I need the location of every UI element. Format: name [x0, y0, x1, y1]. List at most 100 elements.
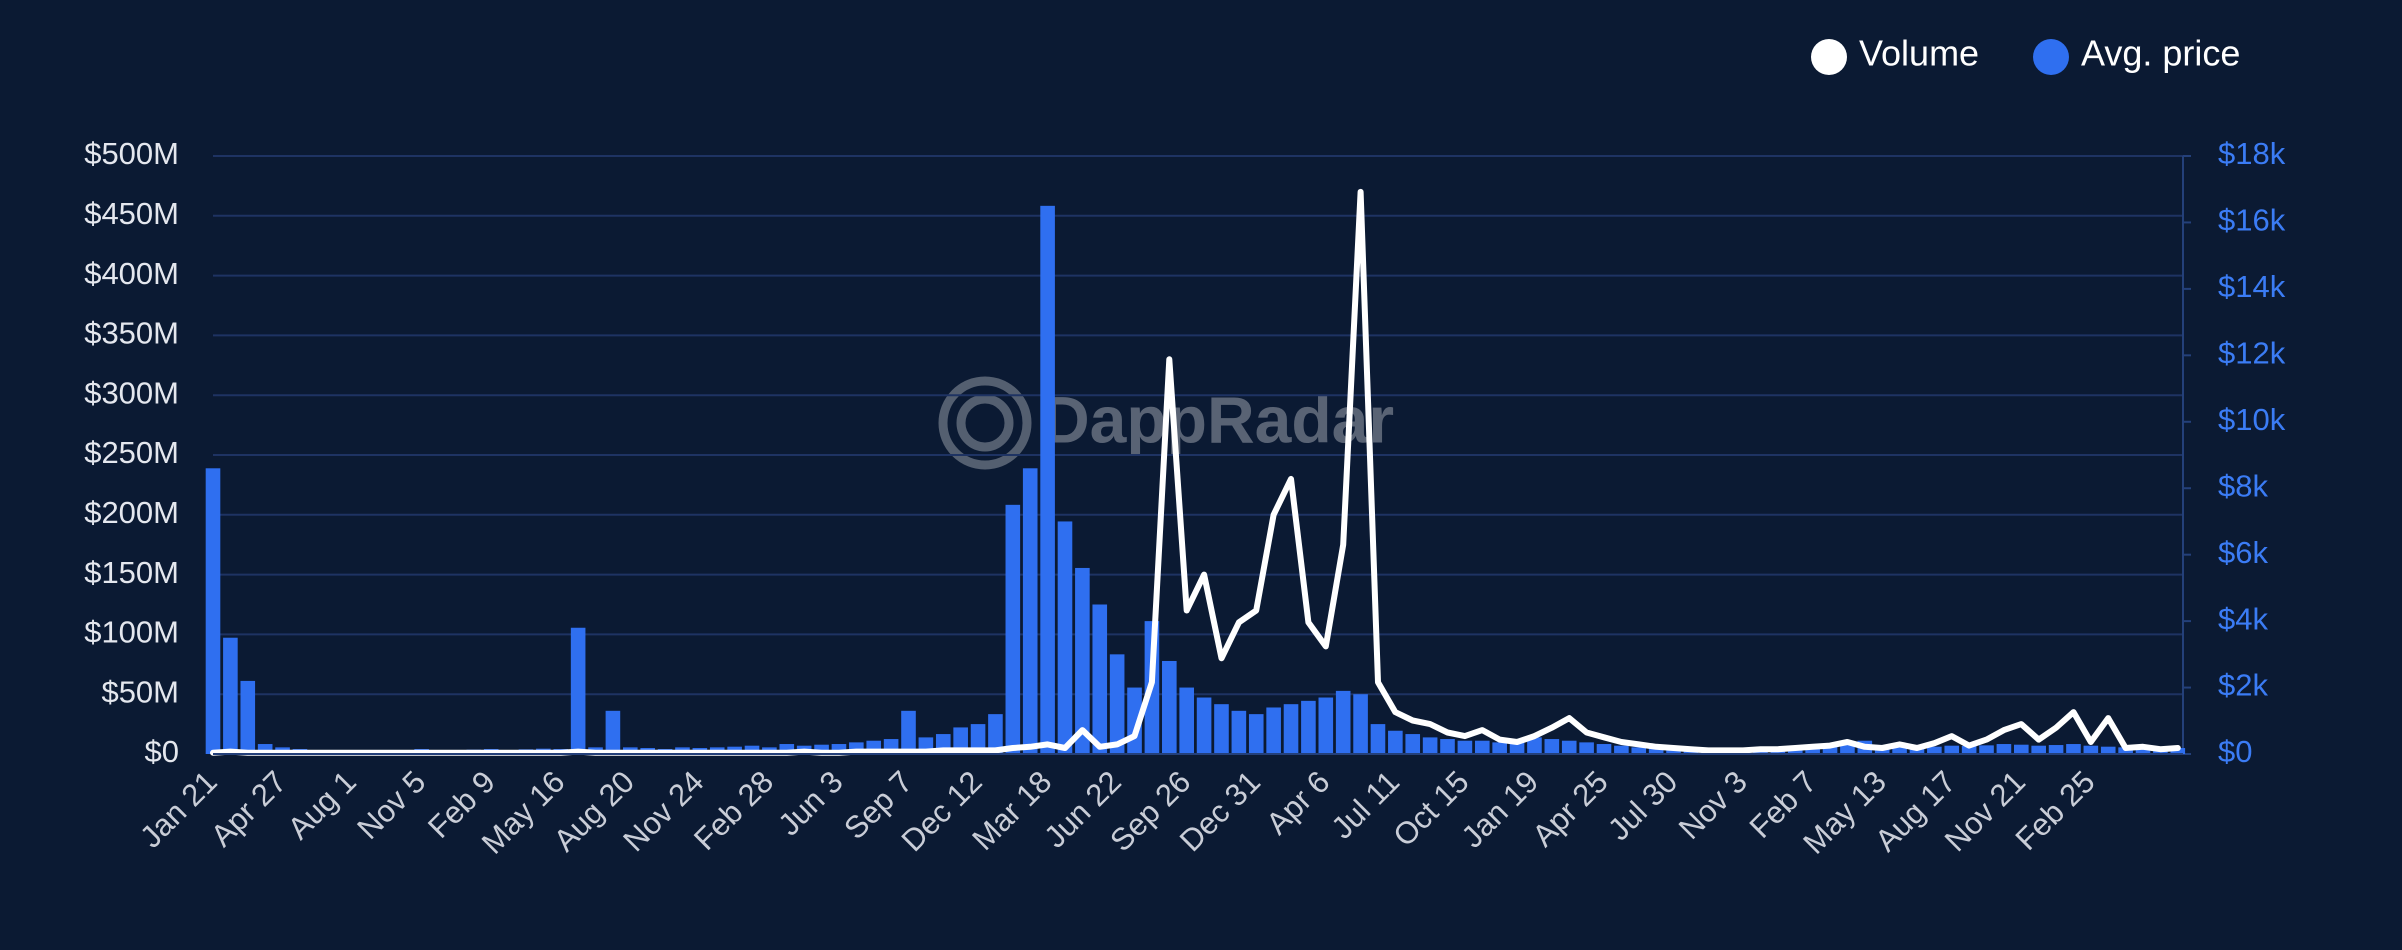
watermark-ring	[956, 394, 1014, 452]
watermark-ring	[938, 376, 1032, 470]
bar	[205, 468, 221, 754]
y-tick-label: $0	[145, 734, 179, 769]
legend-label: Avg. price	[2081, 33, 2240, 74]
bar	[2013, 744, 2029, 754]
y-tick-label: $50M	[101, 674, 179, 709]
bar	[831, 744, 847, 754]
y2-tick-label: $16k	[2218, 203, 2286, 238]
bar	[257, 744, 273, 754]
bar	[1179, 687, 1195, 754]
bar	[1353, 694, 1368, 754]
bar	[1022, 468, 1038, 754]
bar	[1283, 704, 1299, 754]
bar	[1805, 746, 1820, 754]
bar	[779, 744, 795, 754]
bar	[1648, 747, 1664, 754]
bar	[1335, 690, 1351, 754]
bar	[1440, 739, 1455, 754]
bar	[1162, 660, 1177, 754]
bar	[1527, 737, 1542, 754]
bar	[1996, 744, 2012, 754]
y-tick-label: $300M	[84, 375, 179, 410]
bar	[2048, 745, 2064, 754]
bar	[1075, 567, 1090, 754]
bar	[1005, 504, 1021, 754]
bar	[970, 724, 986, 754]
y2-tick-label: $18k	[2218, 136, 2286, 171]
bar	[1301, 700, 1316, 754]
bar	[1979, 745, 1994, 754]
y-tick-label: $150M	[84, 555, 179, 590]
y2-tick-label: $6k	[2218, 535, 2268, 570]
bar	[1492, 742, 1507, 754]
bar	[1944, 745, 1960, 754]
bar	[1405, 734, 1421, 754]
y-tick-label: $100M	[84, 615, 179, 650]
legend-swatch	[1811, 39, 1847, 75]
y-tick-label: $250M	[84, 435, 179, 470]
line	[210, 188, 2181, 756]
bar	[1840, 744, 1855, 754]
y-tick-label: $500M	[84, 136, 179, 171]
bar	[1248, 714, 1264, 754]
bar	[1057, 521, 1073, 754]
y-tick-label: $450M	[84, 196, 179, 231]
bar	[1961, 746, 1977, 754]
bar	[2170, 748, 2186, 754]
watermark: DappRadar	[1042, 382, 1394, 456]
y2-tick-label: $0	[2218, 734, 2252, 769]
legend-label: Volume	[1859, 33, 1979, 74]
bar	[1544, 739, 1560, 754]
bar	[1040, 205, 1055, 755]
bar	[2066, 744, 2081, 754]
bar	[849, 742, 864, 754]
bar	[1631, 747, 1647, 754]
bar	[1596, 744, 1612, 754]
y2-tick-label: $4k	[2218, 601, 2268, 636]
bar	[2031, 745, 2046, 754]
y-tick-label: $400M	[84, 256, 179, 291]
y2-tick-label: $12k	[2218, 336, 2286, 371]
bar	[988, 714, 1003, 754]
y2-tick-label: $10k	[2218, 402, 2286, 437]
bar	[1892, 746, 1907, 754]
bar	[1370, 724, 1386, 754]
bar	[1092, 604, 1108, 754]
y2-tick-label: $14k	[2218, 269, 2286, 304]
legend-swatch	[2033, 39, 2069, 75]
bar	[1109, 654, 1125, 754]
bar	[814, 744, 829, 754]
y2-tick-label: $2k	[2218, 668, 2268, 703]
bar	[1388, 730, 1403, 754]
bar	[223, 637, 238, 754]
bar	[2135, 747, 2151, 754]
bar	[1214, 704, 1229, 754]
bar	[2100, 746, 2116, 754]
bar	[901, 710, 916, 754]
bar	[605, 710, 621, 754]
bar	[1561, 740, 1577, 754]
y-tick-label: $350M	[84, 316, 179, 351]
bar	[1614, 745, 1629, 754]
bar	[953, 727, 968, 754]
bar	[1457, 740, 1473, 754]
legend: Volume Avg. price	[1811, 33, 2240, 75]
watermark-icon	[938, 376, 1032, 470]
bar	[1579, 742, 1594, 754]
bar	[2083, 745, 2099, 754]
bar	[1266, 707, 1281, 754]
bar	[1318, 697, 1334, 754]
bar	[1822, 745, 1838, 754]
bar	[240, 680, 256, 754]
y2-tick-label: $8k	[2218, 468, 2268, 503]
bar	[1474, 740, 1490, 754]
bar	[1422, 737, 1438, 754]
y-tick-label: $200M	[84, 495, 179, 530]
bar	[1196, 697, 1212, 754]
bar	[570, 627, 586, 754]
bar	[1927, 746, 1942, 754]
bar	[1231, 710, 1247, 754]
